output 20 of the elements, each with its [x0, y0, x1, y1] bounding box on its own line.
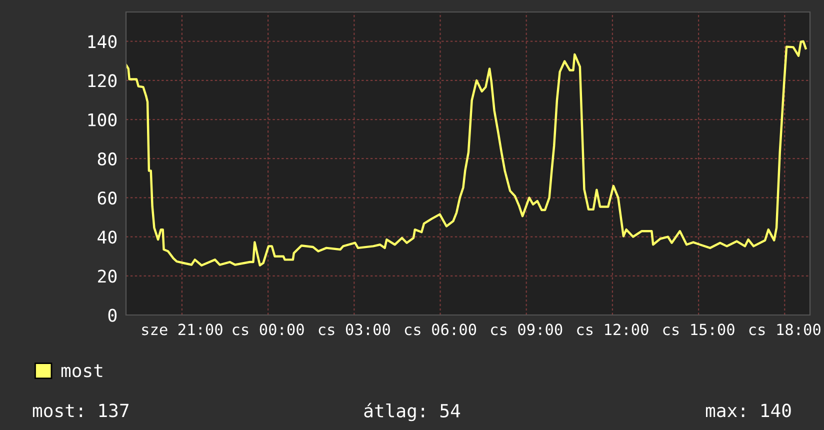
text: most: 137	[32, 404, 128, 418]
y-tick-label: 100	[88, 113, 117, 126]
text: átlag: 54	[364, 402, 460, 422]
y-tick-label: 0	[108, 308, 117, 322]
text: max: 140	[706, 404, 791, 418]
x-tick-label: cs 03:00	[318, 324, 390, 336]
x-tick-label: cs 00:00	[232, 324, 304, 336]
y-tick-label: 140	[88, 35, 117, 48]
x-tick-label: sze 21:00	[142, 324, 222, 336]
y-tick-label: 40	[98, 230, 117, 244]
y-tick-label: 60	[98, 191, 117, 205]
y-tick-label: 80	[98, 152, 117, 166]
x-tick-label: cs 06:00	[404, 324, 476, 336]
legend-label: most	[61, 364, 102, 378]
x-tick-label: cs 09:00	[491, 324, 562, 336]
x-tick-label: cs 18:00	[749, 324, 820, 336]
x-tick-label: cs 15:00	[663, 324, 734, 336]
x-tick-label: cs 12:00	[577, 324, 648, 336]
y-tick-label: 20	[98, 270, 117, 283]
y-tick-label: 120	[88, 74, 117, 88]
